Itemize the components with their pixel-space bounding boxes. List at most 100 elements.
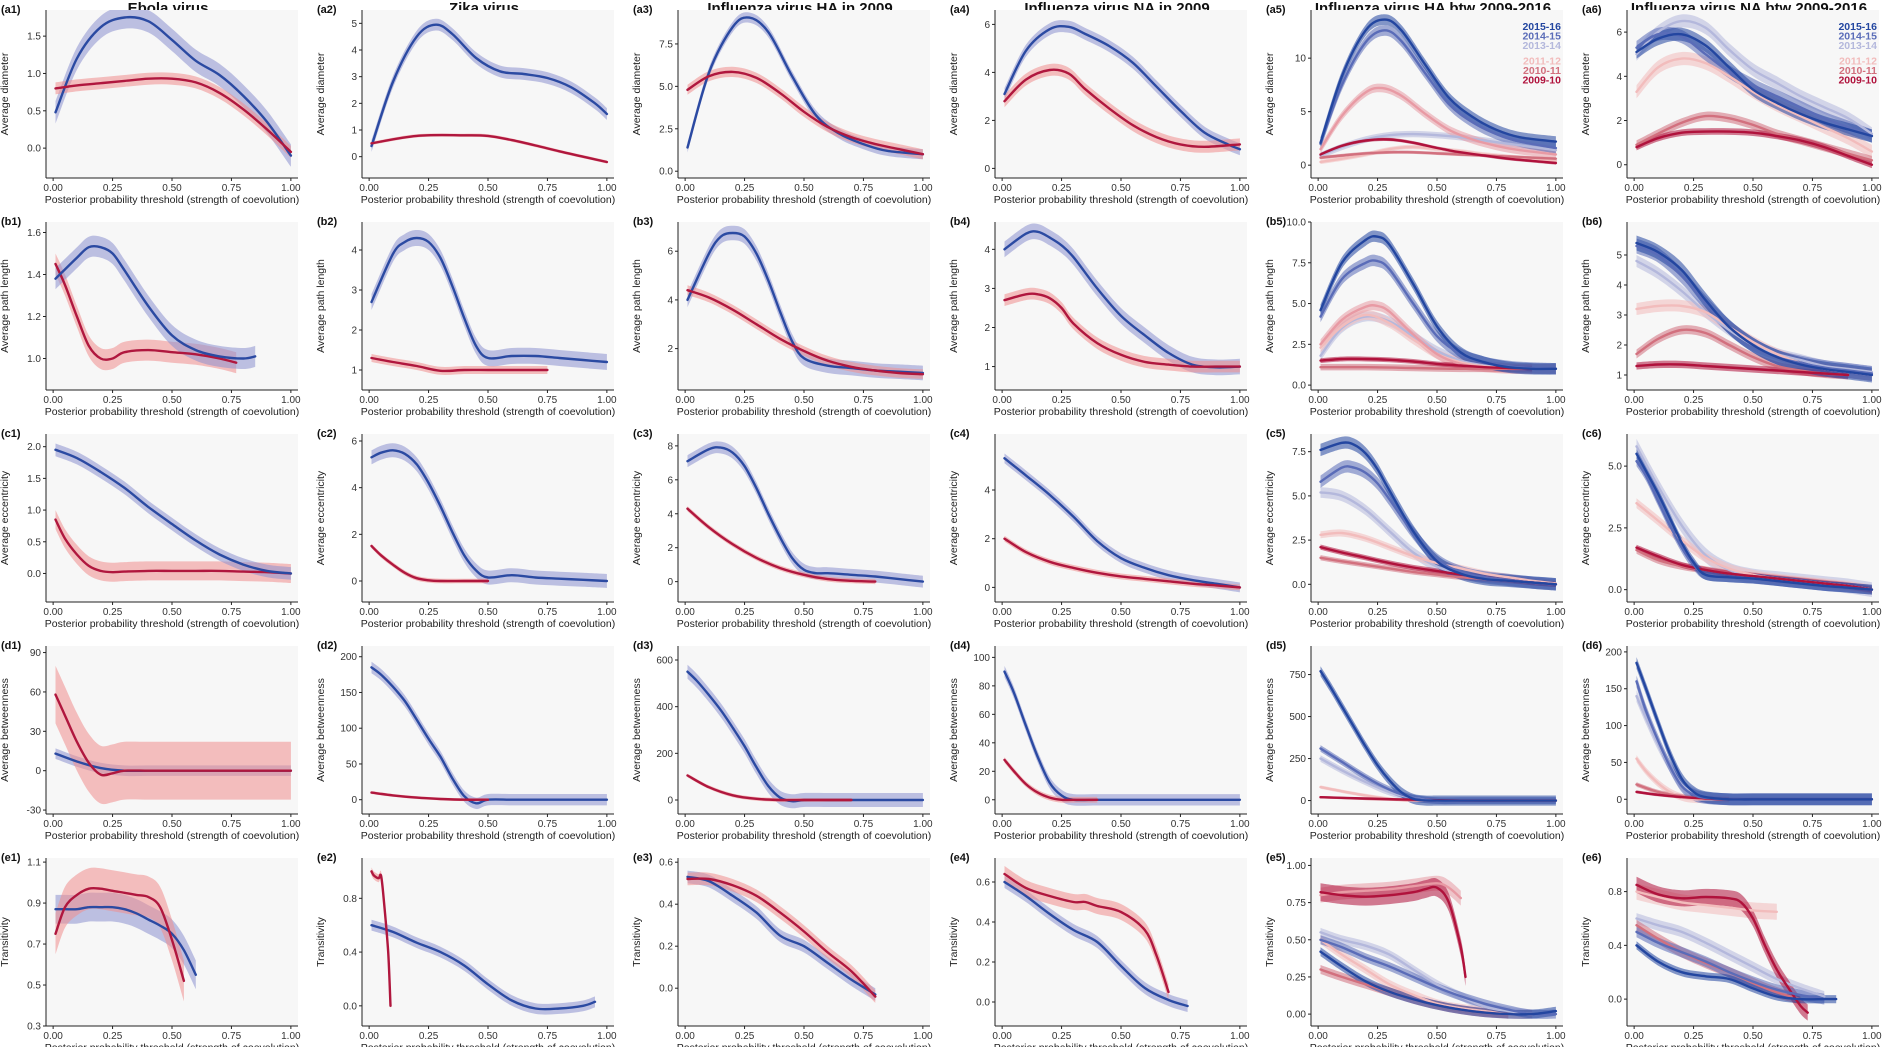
panel-label: (d6) [1582,640,1603,652]
y-tick-label: 5 [1616,251,1622,262]
y-tick-label: 10 [1295,54,1307,65]
y-tick-label: 2 [667,543,673,554]
confidence-band [1320,254,1556,375]
x-tick-label: 0.25 [1052,819,1072,830]
series-line [370,666,609,805]
series-line [686,507,877,583]
series-line [54,448,293,575]
series-layer [370,18,609,164]
confidence-band [1320,878,1466,986]
panel-label: (d3) [633,640,654,652]
x-tick-label: 0.25 [735,607,755,618]
y-tick-label: 0.0 [659,167,673,178]
series-line [686,289,925,376]
x-tick-label: 0.25 [419,395,439,406]
panel-label: (d1) [1,640,22,652]
y-tick-label: 0.00 [1287,1010,1307,1021]
x-axis-label: Posterior probability threshold (strengt… [1626,618,1880,630]
y-axis-label: Average diameter [0,52,11,135]
x-axis-label: Posterior probability threshold (strengt… [45,830,299,842]
y-tick-label: 1.0 [27,69,41,80]
series-layer [686,12,925,160]
x-tick-label: 0.50 [794,395,814,406]
panel-label: (b4) [950,216,971,228]
y-tick-label: 400 [656,702,673,713]
x-tick-label: 1.00 [1862,607,1882,618]
y-tick-label: 0.0 [1608,995,1622,1006]
x-tick-label: 0.00 [992,1031,1012,1042]
y-tick-label: 4 [984,486,990,497]
x-tick-label: 0.75 [1487,395,1507,406]
series-line [1635,241,1874,377]
x-tick-label: 1.00 [281,395,301,406]
y-tick-label: 8 [667,441,673,452]
series-line [1635,917,1826,998]
y-tick-label: 1.0 [27,506,41,517]
y-axis-label: Average path length [948,259,960,353]
series-line [686,875,877,996]
y-axis-label: Transitivity [1264,916,1276,967]
legend-entry: 2010-11 [1839,65,1877,77]
y-tick-label: 3 [984,284,990,295]
y-tick-label: 0 [351,795,357,806]
series-line [370,924,597,1011]
x-tick-label: 0.00 [992,607,1012,618]
y-tick-label: 5.0 [659,82,673,93]
x-tick-label: 0.75 [1487,819,1507,830]
y-tick-label: 0.0 [1292,580,1306,591]
panel-label: (b6) [1582,216,1603,228]
panel-label: (a2) [317,4,337,16]
y-tick-label: 250 [1289,754,1306,765]
x-tick-label: 0.50 [1111,607,1131,618]
plot-area [995,10,1247,178]
x-tick-label: 0.50 [794,1031,814,1042]
y-axis-label: Transitivity [948,916,960,967]
x-tick-label: 0.75 [538,819,558,830]
x-tick-label: 0.00 [43,395,63,406]
y-tick-label: 5 [1300,107,1306,118]
x-tick-label: 0.25 [1368,395,1388,406]
series-line [686,70,925,156]
series-line [1319,150,1558,160]
series-layer [1635,657,1874,806]
y-tick-label: 6 [667,475,673,486]
x-tick-label: 0.50 [1427,183,1447,194]
series-line [1635,363,1850,377]
series-layer [370,443,609,588]
confidence-band [687,664,923,809]
x-tick-label: 0.00 [675,183,695,194]
x-tick-label: 0.00 [1624,183,1644,194]
x-tick-label: 0.75 [222,819,242,830]
x-tick-label: 0.00 [1624,395,1644,406]
y-tick-label: 1.2 [27,312,41,323]
y-tick-label: 0.75 [1287,898,1307,909]
y-tick-label: 0.0 [976,998,990,1009]
y-tick-label: 100 [340,724,357,735]
x-tick-label: 1.00 [1862,819,1882,830]
y-axis-label: Average betweenness [1580,678,1592,782]
series-line [686,16,925,156]
x-tick-label: 0.25 [1368,1031,1388,1042]
series-layer [1319,230,1558,375]
y-axis-label: Transitivity [0,916,11,967]
confidence-band [371,230,607,370]
x-axis-label: Posterior probability threshold (strengt… [361,830,615,842]
y-tick-label: 2 [1616,341,1622,352]
series-line [1635,452,1874,591]
y-tick-label: 500 [1289,712,1306,723]
y-tick-label: 600 [656,656,673,667]
x-tick-label: 0.75 [1171,1031,1191,1042]
series-line [1319,938,1558,1016]
y-tick-label: 0.0 [1292,381,1306,392]
plot-area [362,858,614,1026]
panel-label: (e2) [317,852,337,864]
x-tick-label: 0.50 [162,1031,182,1042]
series-line [1635,130,1874,166]
series-line [54,905,197,976]
series-layer [370,867,597,1015]
y-tick-label: 6 [351,437,357,448]
confidence-band [1004,876,1188,1012]
confidence-band [1004,63,1240,153]
